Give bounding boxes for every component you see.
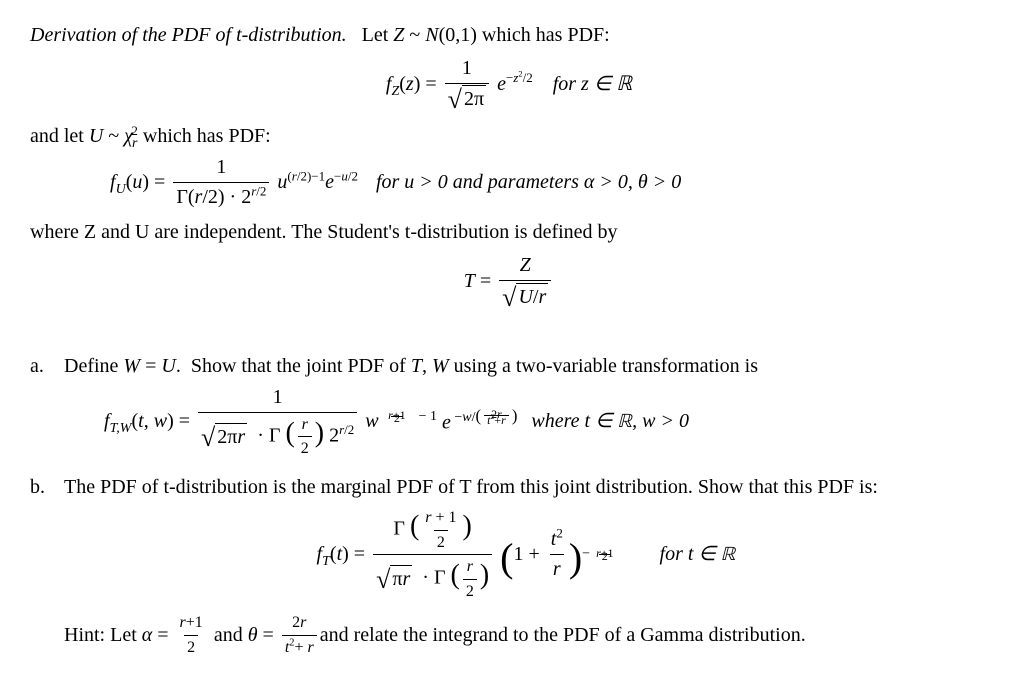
part-b-letter: b. [30,474,64,659]
b-cond: for t ∈ ℝ [660,541,736,569]
u-line: and let U ~ χr2 which has PDF: [30,123,988,150]
hint-tail: and relate the integrand to the PDF of a… [320,622,806,649]
a-cond: where t ∈ ℝ, w > 0 [531,408,689,436]
fz-den: 2π [462,85,486,113]
t-equation: T = Z √U/r [30,252,988,310]
part-a: a. Define W = U. Show that the joint PDF… [30,353,988,460]
fz-num: 1 [459,55,475,83]
T-num: Z [517,252,534,280]
a-coeff-num: 1 [270,384,286,412]
independence-line: where Z and U are independent. The Stude… [30,219,988,246]
title-lead: Derivation of the PDF of t-distribution. [30,24,347,46]
part-a-equation: fT,W(t, w) = 1 √2πr · Γ (r2) 2r/2 w r+12… [104,384,988,460]
part-b-text: The PDF of t-distribution is the margina… [64,474,988,501]
fu-equation: fU(u) = 1 Γ(r/2) · 2r/2 u(r/2)−1e−u/2 fo… [110,154,988,211]
fu-cond: for u > 0 and parameters α > 0, θ > 0 [376,169,681,196]
fz-cond: for z ∈ ℝ [553,71,632,98]
intro-tail: Let Z ~ N(0,1) which has PDF: [352,24,610,46]
fu-num: 1 [213,154,229,182]
fz-equation: fZ(z) = 1 √2π e−z2/2 for z ∈ ℝ [30,55,988,113]
part-b-hint: Hint: Let α = r+1 2 and θ = 2r t2+ r and… [64,612,988,658]
part-b: b. The PDF of t-distribution is the marg… [30,474,988,659]
part-a-letter: a. [30,353,64,460]
part-b-equation: fT(t) = Γ (r + 12) √πr · Γ (r2) ( 1 + t2… [64,507,988,602]
title-line: Derivation of the PDF of t-distribution.… [30,22,988,49]
part-a-text: Define W = U. Show that the joint PDF of… [64,353,988,380]
